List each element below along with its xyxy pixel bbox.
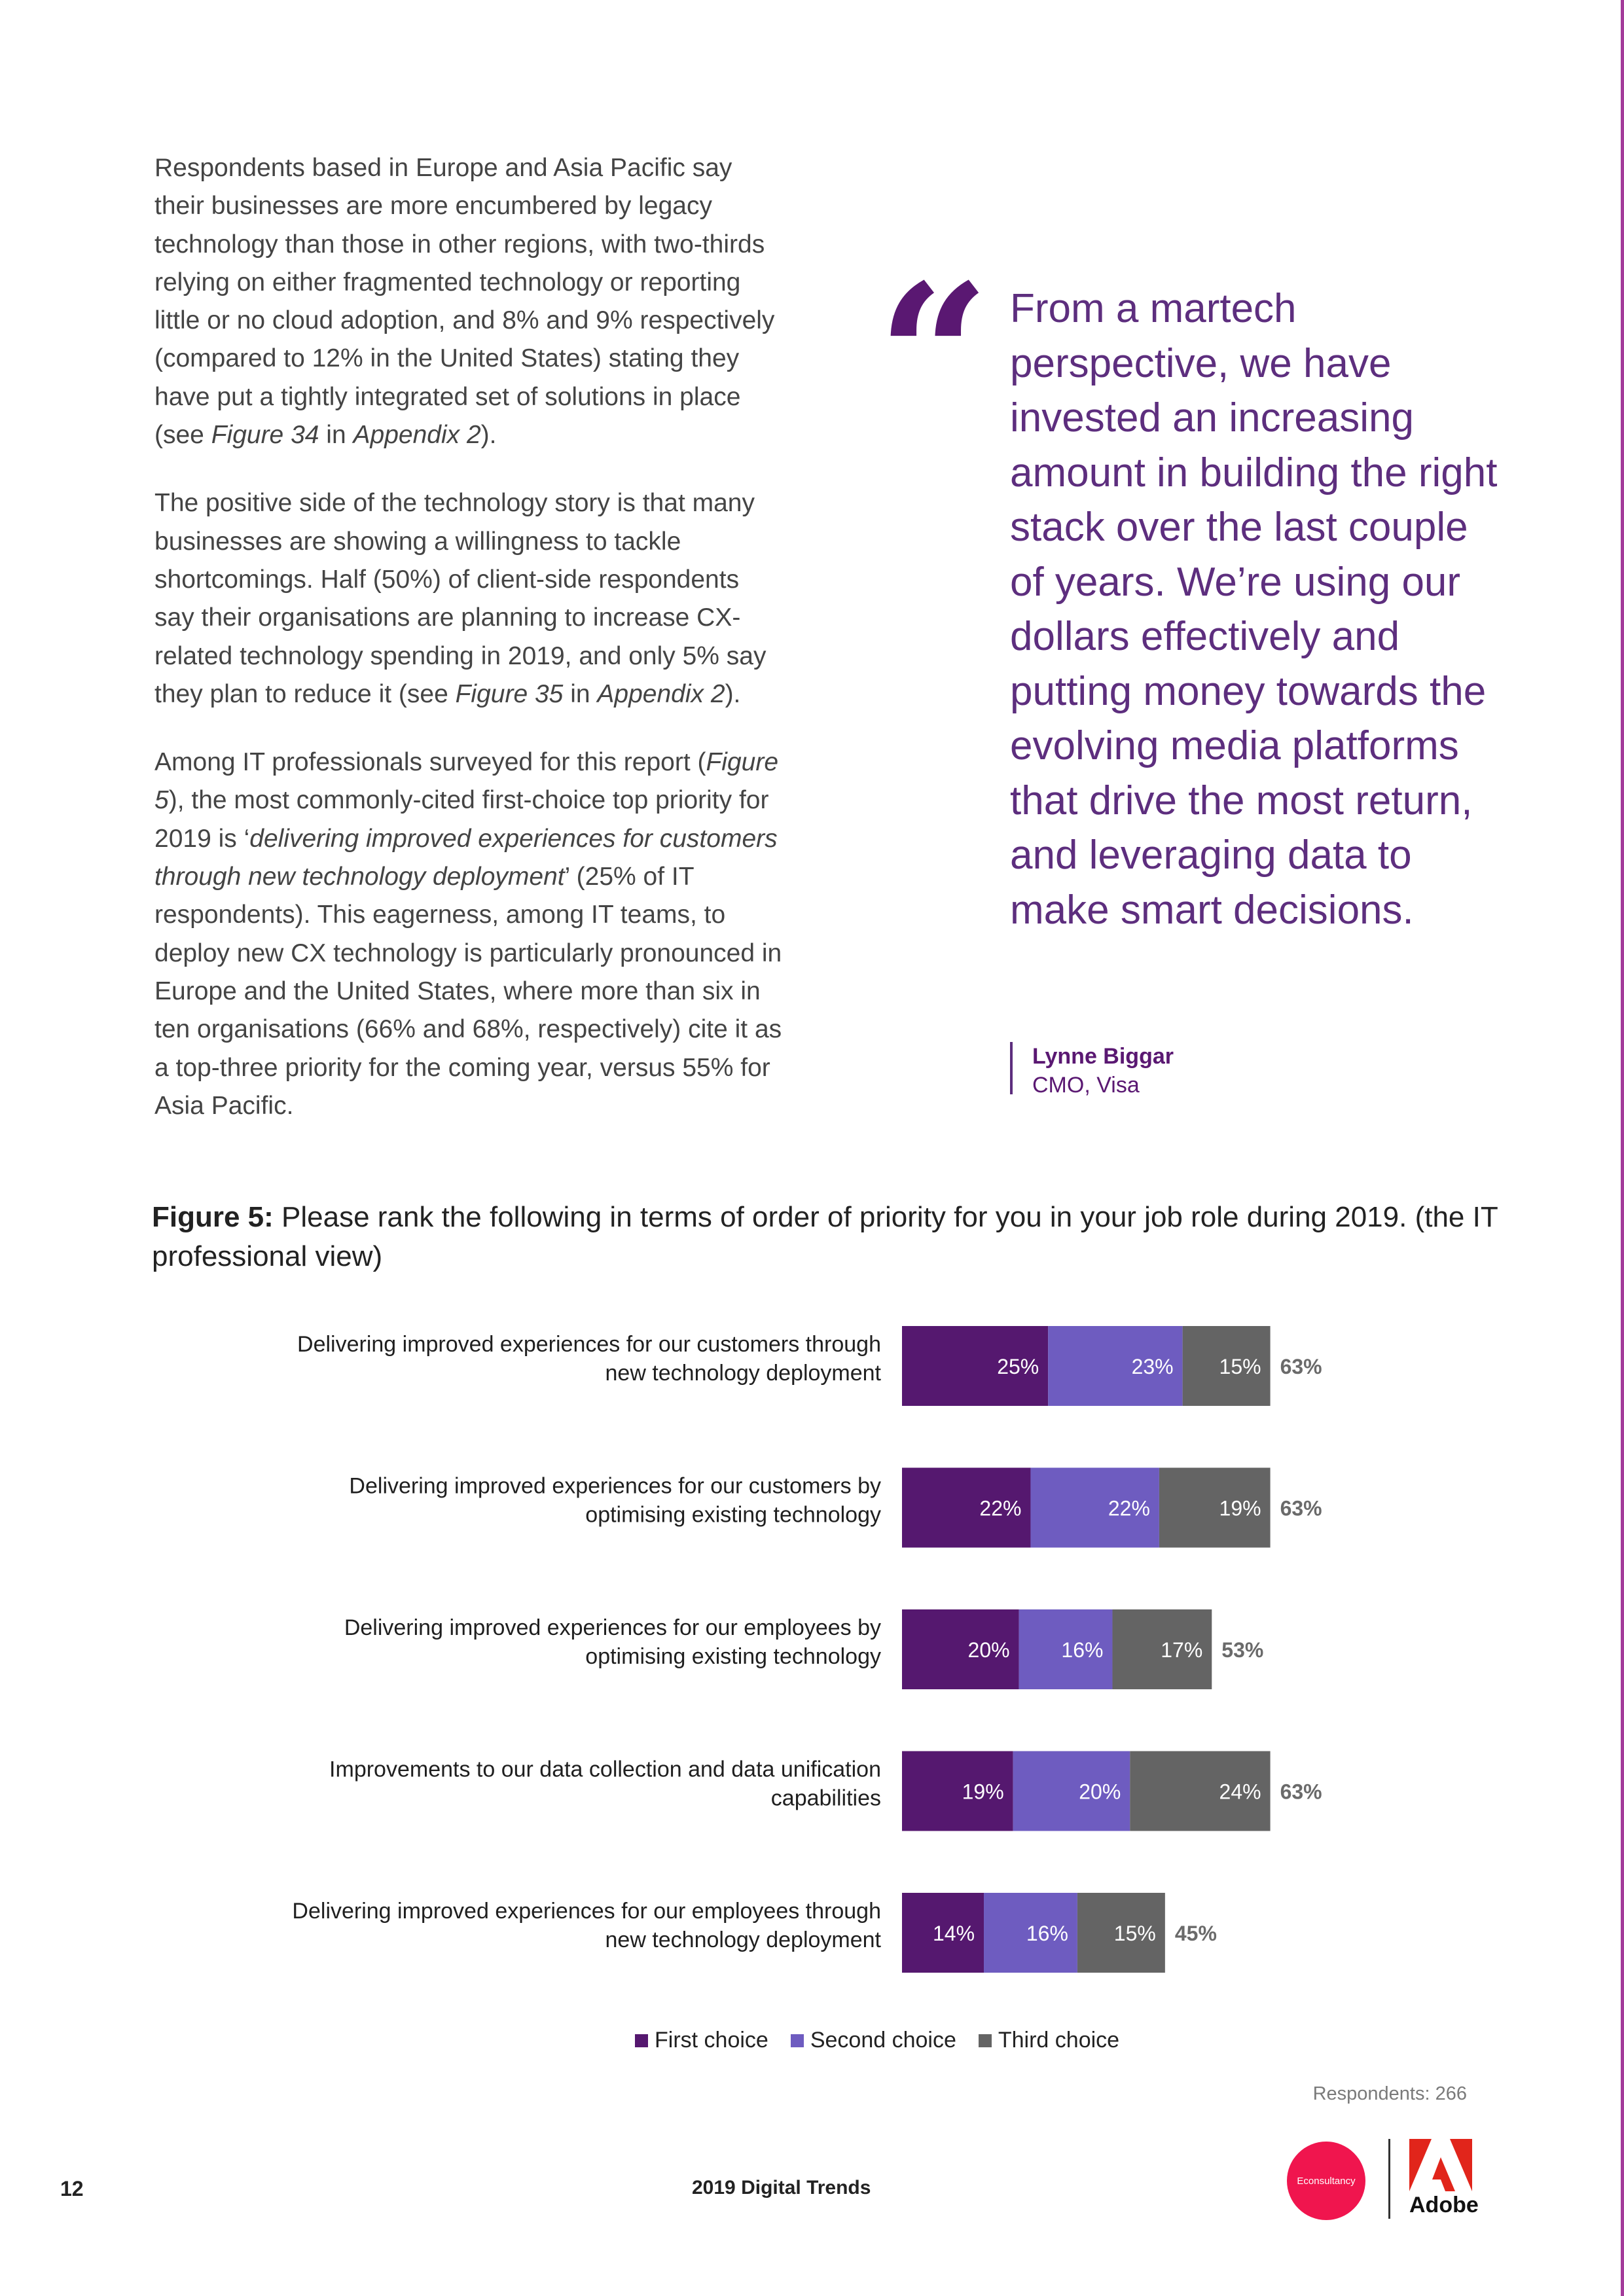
bar-segment <box>902 1751 1013 1831</box>
bar-segment <box>1077 1893 1165 1973</box>
segment-value-label: 24% <box>1219 1780 1261 1804</box>
category-label: Delivering improved experiences for our … <box>344 1615 881 1669</box>
bar-segment <box>1048 1326 1183 1406</box>
paragraph-spending: The positive side of the technology stor… <box>154 489 767 708</box>
page-number: 12 <box>60 2177 84 2200</box>
segment-value-label: 20% <box>968 1638 1010 1662</box>
segment-value-label: 16% <box>1026 1922 1068 1945</box>
page-edge-rule <box>1621 0 1624 2296</box>
adobe-logo-icon <box>1409 2139 1472 2191</box>
figure-question: Please rank the following in terms of or… <box>152 1201 1498 1272</box>
category-label: Delivering improved experiences for our … <box>292 1899 881 1952</box>
paragraph-legacy-tech: Respondents based in Europe and Asia Pac… <box>154 154 775 450</box>
legend-item: First choice <box>635 2028 768 2053</box>
legend-item: Third choice <box>978 2028 1120 2053</box>
bar-segment <box>902 1326 1049 1406</box>
total-value-label: 63% <box>1280 1497 1322 1520</box>
segment-value-label: 15% <box>1114 1922 1156 1945</box>
segment-value-label: 19% <box>1219 1497 1261 1520</box>
segment-value-label: 14% <box>933 1922 975 1945</box>
segment-value-label: 22% <box>979 1497 1021 1520</box>
report-title: 2019 Digital Trends <box>692 2177 871 2198</box>
bar-segment <box>902 1609 1019 1689</box>
segment-value-label: 19% <box>962 1780 1004 1804</box>
segment-value-label: 15% <box>1219 1355 1261 1378</box>
bar-segment <box>902 1893 984 1973</box>
figure-label: Figure 5: <box>152 1201 274 1233</box>
category-label: Delivering improved experiences for our … <box>297 1332 882 1386</box>
econsultancy-logo: Econsultancy <box>1287 2142 1365 2220</box>
category-label: Delivering improved experiences for our … <box>349 1474 881 1528</box>
bar-segment <box>1182 1326 1271 1406</box>
body-text: Respondents based in Europe and Asia Pac… <box>154 149 783 1155</box>
econsultancy-logo-text: Econsultancy <box>1297 2175 1356 2187</box>
legend-swatch <box>635 2034 648 2047</box>
bar-segment <box>984 1893 1077 1973</box>
quote-attribution: Lynne Biggar CMO, Visa <box>1010 1042 1174 1098</box>
bar-segment <box>1159 1467 1271 1548</box>
bar-segment <box>1112 1609 1212 1689</box>
bar-segment <box>902 1467 1031 1548</box>
attribution-name: Lynne Biggar <box>1032 1044 1174 1069</box>
pull-quote-text: From a martech perspective, we have inve… <box>1010 286 1498 933</box>
adobe-wordmark: Adobe <box>1409 2193 1479 2217</box>
bar-segment <box>1030 1467 1159 1548</box>
total-value-label: 53% <box>1221 1638 1263 1662</box>
total-value-label: 63% <box>1280 1780 1322 1804</box>
attribution-role: CMO, Visa <box>1032 1073 1140 1098</box>
quote-mark-icon: “ <box>877 241 990 472</box>
legend-label: Second choice <box>810 2028 956 2053</box>
legend-item: Second choice <box>790 2028 956 2053</box>
figure-title: Figure 5: Please rank the following in t… <box>152 1198 1526 1276</box>
segment-value-label: 25% <box>997 1355 1039 1378</box>
segment-value-label: 17% <box>1161 1638 1202 1662</box>
legend-label: Third choice <box>998 2028 1120 2053</box>
legend-label: First choice <box>655 2028 768 2053</box>
segment-value-label: 20% <box>1079 1780 1121 1804</box>
category-label: Improvements to our data collection and … <box>329 1757 881 1811</box>
segment-value-label: 16% <box>1061 1638 1103 1662</box>
chart-legend: First choice Second choice Third choice <box>635 2028 1119 2053</box>
bar-segment <box>1013 1751 1130 1831</box>
paragraph-it-priorities: Among IT professionals surveyed for this… <box>154 748 782 1120</box>
respondents-note: Respondents: 266 <box>1312 2083 1467 2104</box>
legend-swatch <box>978 2034 992 2047</box>
segment-value-label: 22% <box>1108 1497 1150 1520</box>
logo-divider <box>1388 2139 1390 2219</box>
total-value-label: 63% <box>1280 1355 1322 1378</box>
bar-segment <box>1130 1751 1271 1831</box>
bar-segment <box>1019 1609 1113 1689</box>
segment-value-label: 23% <box>1132 1355 1174 1378</box>
legend-swatch <box>790 2034 804 2047</box>
total-value-label: 45% <box>1175 1922 1217 1945</box>
